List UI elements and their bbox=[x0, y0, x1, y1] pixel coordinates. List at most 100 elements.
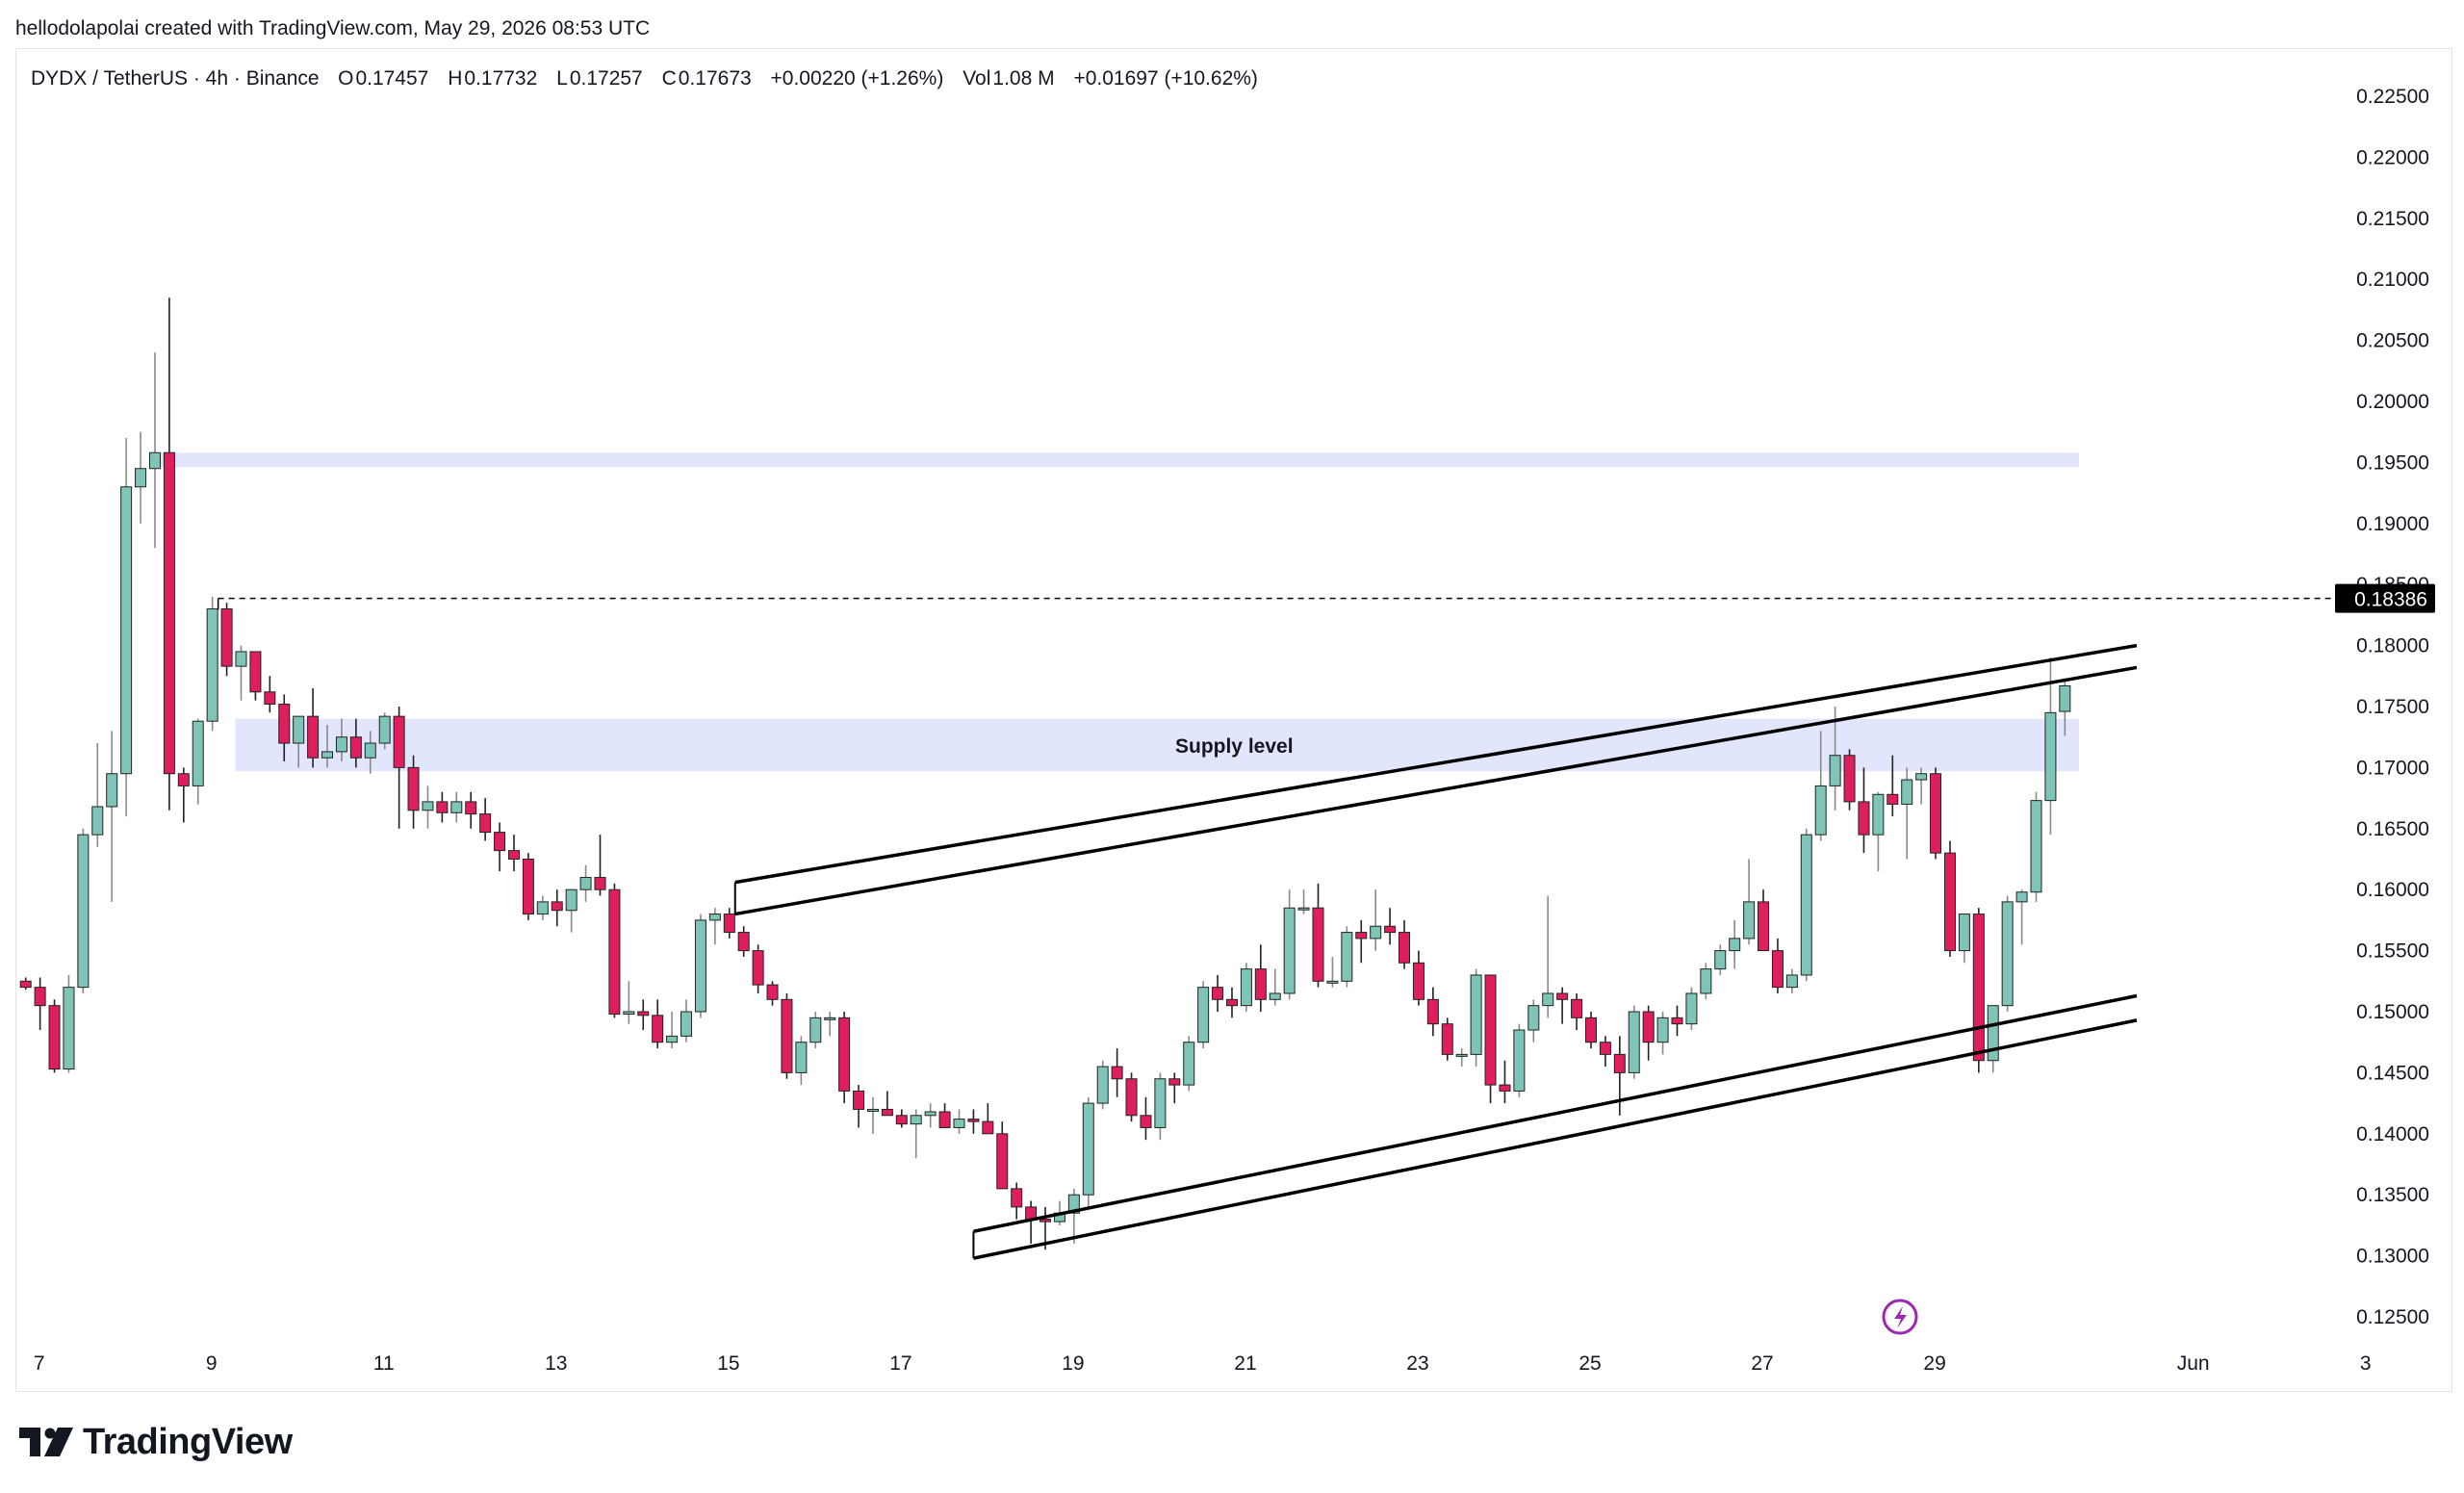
candle-body bbox=[1987, 1005, 1999, 1062]
candle-body bbox=[866, 1108, 879, 1112]
x-tick-label: 27 bbox=[1751, 1352, 1773, 1375]
candle-body bbox=[1901, 779, 1913, 805]
candle-body bbox=[1886, 793, 1899, 805]
supply-level-label: Supply level bbox=[1175, 735, 1294, 758]
candle-body bbox=[551, 901, 563, 912]
candle-body bbox=[1499, 1084, 1511, 1092]
candle-body bbox=[608, 888, 621, 1016]
x-tick-label: 15 bbox=[717, 1352, 739, 1375]
candle-body bbox=[1067, 1194, 1080, 1214]
x-tick-label: Jun bbox=[2177, 1352, 2210, 1375]
lightning-bolt bbox=[1894, 1306, 1907, 1328]
candle-body bbox=[996, 1133, 1009, 1190]
candle-body bbox=[1384, 925, 1397, 934]
candle-body bbox=[2001, 901, 2014, 1007]
candle-body bbox=[1872, 793, 1885, 836]
candle-body bbox=[1729, 938, 1741, 952]
candle-body bbox=[364, 742, 376, 759]
candle-body bbox=[206, 608, 218, 722]
candle-body bbox=[1656, 1017, 1669, 1043]
candle-body bbox=[1972, 914, 1985, 1062]
candle-body bbox=[1140, 1115, 1152, 1128]
candle-body bbox=[91, 806, 104, 836]
candle-body bbox=[1714, 950, 1727, 970]
y-tick-label: 0.13000 bbox=[2356, 1246, 2429, 1268]
candle-body bbox=[1930, 773, 1942, 854]
y-tick-label: 0.15000 bbox=[2356, 1001, 2429, 1023]
chart-frame bbox=[15, 48, 2452, 1392]
candle-body bbox=[895, 1115, 908, 1125]
candle-body bbox=[1915, 773, 1928, 781]
candle-body bbox=[2044, 711, 2057, 802]
candle-body bbox=[1785, 974, 1798, 989]
candle-body bbox=[1197, 987, 1210, 1043]
x-tick-label: 13 bbox=[545, 1352, 567, 1375]
candle-body bbox=[163, 451, 175, 775]
candle-body bbox=[393, 715, 405, 768]
y-tick-label: 0.22000 bbox=[2356, 146, 2429, 168]
supply-level-zone bbox=[235, 718, 2080, 772]
legend-extra-change: +0.01697 (+10.62%) bbox=[1073, 67, 1258, 90]
candle-body bbox=[1829, 755, 1841, 786]
channel-lower-line-2 bbox=[973, 1018, 2138, 1260]
candle-body bbox=[120, 486, 133, 775]
candle-body bbox=[967, 1119, 980, 1122]
y-tick-label: 0.15500 bbox=[2356, 940, 2429, 963]
candle-body bbox=[737, 932, 750, 952]
x-tick-label: 11 bbox=[373, 1352, 395, 1375]
x-tick-label: 25 bbox=[1578, 1352, 1601, 1375]
candle-body bbox=[1455, 1053, 1468, 1057]
x-tick-label: 17 bbox=[889, 1352, 911, 1375]
candle-body bbox=[1642, 1011, 1655, 1043]
candle-body bbox=[1297, 907, 1310, 911]
candle-body bbox=[2030, 800, 2042, 893]
candle-body bbox=[335, 736, 347, 753]
tradingview-logo-text: TradingView bbox=[83, 1421, 293, 1462]
candle-body bbox=[1484, 974, 1497, 1086]
candle-body bbox=[1556, 992, 1569, 1000]
candle-body bbox=[1671, 1017, 1683, 1025]
y-tick-label: 0.17000 bbox=[2356, 757, 2429, 779]
candle-body bbox=[1240, 968, 1252, 1007]
tradingview-logo[interactable]: TradingView bbox=[19, 1421, 293, 1463]
candle-body bbox=[1341, 932, 1353, 982]
candle-body bbox=[177, 773, 190, 786]
candle-body bbox=[881, 1108, 893, 1117]
candle-body bbox=[924, 1111, 937, 1117]
candle-body bbox=[1011, 1188, 1023, 1208]
candle-body bbox=[1254, 968, 1267, 1000]
candle-body bbox=[1312, 907, 1324, 982]
candle-body bbox=[1800, 834, 1812, 976]
candle-body bbox=[1040, 1219, 1052, 1223]
candle-body bbox=[1154, 1078, 1167, 1128]
candle-body bbox=[1426, 998, 1439, 1025]
symbol-legend: DYDX / TetherUS · 4h · Binance O0.17457 … bbox=[31, 67, 1271, 90]
candle-body bbox=[708, 914, 721, 921]
candle-body bbox=[235, 651, 247, 667]
legend-high-label: H bbox=[448, 67, 463, 90]
candle-body bbox=[594, 877, 606, 890]
y-tick-label: 0.20000 bbox=[2356, 391, 2429, 413]
candle-body bbox=[1212, 987, 1224, 1000]
candle-body bbox=[249, 651, 262, 693]
x-tick-label: 7 bbox=[34, 1352, 45, 1375]
candle-body bbox=[34, 987, 46, 1007]
channel-upper-line-2 bbox=[734, 665, 2138, 916]
candle-body bbox=[982, 1120, 994, 1135]
y-tick-label: 0.17500 bbox=[2356, 696, 2429, 718]
candle-body bbox=[795, 1042, 808, 1073]
candle-body bbox=[106, 773, 118, 808]
candle-body bbox=[853, 1090, 865, 1110]
legend-symbol[interactable]: DYDX / TetherUS · 4h · Binance bbox=[31, 67, 320, 90]
y-tick-label: 0.12500 bbox=[2356, 1306, 2429, 1328]
candle-body bbox=[637, 1011, 650, 1017]
candle-body bbox=[1685, 992, 1698, 1025]
candle-body bbox=[694, 919, 706, 1013]
y-tick-label: 0.14500 bbox=[2356, 1062, 2429, 1084]
candle-body bbox=[2059, 684, 2071, 712]
candle-body bbox=[507, 850, 520, 861]
legend-close-label: C bbox=[661, 67, 677, 90]
candle-body bbox=[450, 801, 463, 813]
candle-body bbox=[522, 859, 534, 915]
